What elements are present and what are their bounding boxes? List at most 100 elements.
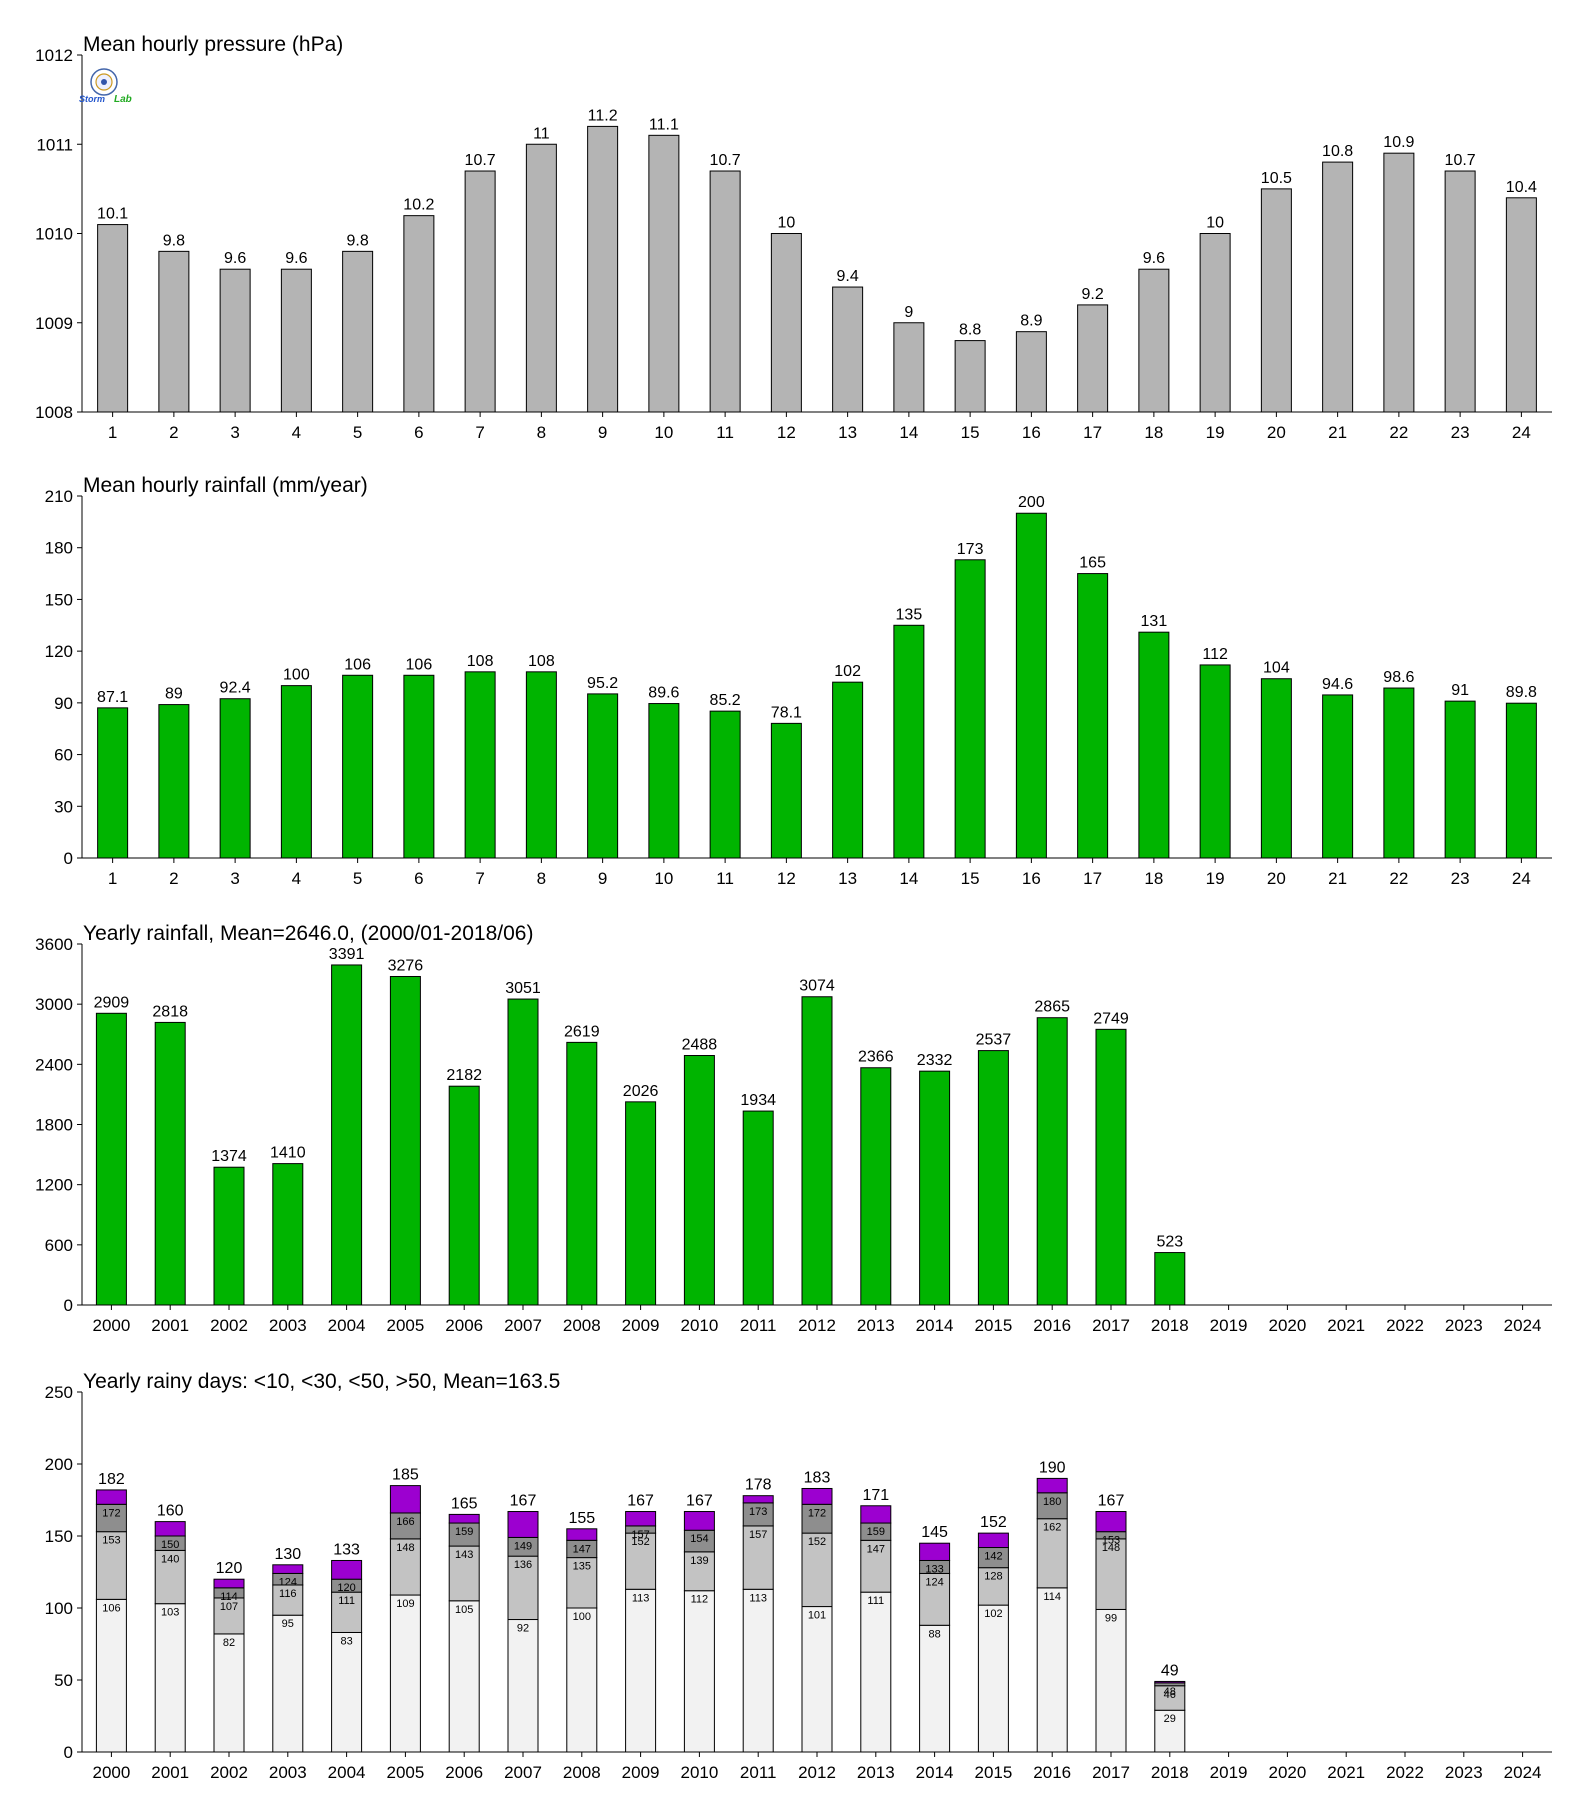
bar-segment-lt10 <box>919 1624 951 1753</box>
y-tick-label: 0 <box>64 849 73 868</box>
bar <box>507 998 539 1306</box>
bar-total-label: 120 <box>216 1560 243 1577</box>
x-tick-label: 8 <box>537 423 546 442</box>
bar <box>219 268 251 413</box>
segment-value-label: 142 <box>984 1551 1002 1563</box>
x-tick-label: 13 <box>838 869 857 888</box>
segment-value-label: 103 <box>161 1607 179 1619</box>
bar-value-label: 9.6 <box>1143 250 1165 267</box>
bar-segment-gt50 <box>742 1495 774 1504</box>
bar-segment-lt30 <box>919 1572 951 1626</box>
bar-segment-gt50 <box>801 1487 833 1505</box>
hourly-rainfall-chart: Mean hourly rainfall (mm/year)0306090120… <box>45 474 1552 888</box>
x-tick-label: 2002 <box>210 1316 248 1335</box>
x-tick-label: 19 <box>1206 869 1225 888</box>
bar-segment-lt10 <box>566 1607 598 1753</box>
segment-value-label: 106 <box>102 1602 120 1614</box>
bar-value-label: 2182 <box>446 1067 482 1084</box>
segment-value-label: 112 <box>691 1594 709 1606</box>
bar-total-label: 167 <box>510 1493 537 1510</box>
bar-segment-gt50 <box>331 1559 363 1580</box>
x-tick-label: 2008 <box>563 1316 601 1335</box>
bar-segment-gt50 <box>919 1542 951 1561</box>
y-tick-label: 1012 <box>35 46 73 65</box>
segment-value-label: 149 <box>514 1540 532 1552</box>
segment-value-label: 147 <box>867 1543 885 1555</box>
y-tick-label: 150 <box>45 1527 73 1546</box>
bar-segment-lt10 <box>977 1604 1009 1753</box>
y-tick-label: 150 <box>45 590 73 609</box>
bar-value-label: 10.1 <box>97 206 128 223</box>
bar-segment-lt30 <box>272 1584 304 1616</box>
bar-value-label: 10.5 <box>1261 170 1292 187</box>
bar <box>860 1067 892 1306</box>
y-tick-label: 100 <box>45 1599 73 1618</box>
bar-value-label: 112 <box>1202 646 1228 663</box>
bar-segment-lt10 <box>272 1614 304 1753</box>
x-tick-label: 24 <box>1512 869 1531 888</box>
bar <box>464 671 496 859</box>
bar-segment-lt30 <box>977 1567 1009 1606</box>
x-tick-label: 2011 <box>740 1763 777 1782</box>
bar <box>587 693 619 859</box>
bar-segment-gt50 <box>389 1485 421 1514</box>
bar-segment-gt50 <box>448 1513 480 1524</box>
bar-segment-lt50 <box>801 1503 833 1534</box>
bar-segment-lt30 <box>1154 1685 1186 1711</box>
x-tick-label: 20 <box>1267 423 1286 442</box>
bar <box>403 215 435 413</box>
bar-value-label: 106 <box>406 656 433 673</box>
bar <box>1015 512 1047 859</box>
bar-segment-lt10 <box>389 1594 421 1753</box>
x-tick-label: 16 <box>1022 423 1041 442</box>
bar <box>954 340 986 413</box>
bar-segment-gt50 <box>1095 1511 1127 1533</box>
bar-value-label: 9.2 <box>1082 286 1104 303</box>
x-tick-label: 9 <box>598 869 607 888</box>
x-tick-label: 6 <box>414 869 423 888</box>
x-tick-label: 3 <box>230 423 239 442</box>
bar <box>1077 573 1109 859</box>
bar-total-label: 167 <box>1098 1493 1125 1510</box>
segment-value-label: 148 <box>396 1542 414 1554</box>
bar <box>158 250 190 413</box>
x-tick-label: 2022 <box>1386 1316 1424 1335</box>
bar-value-label: 1934 <box>740 1092 776 1109</box>
bar-segment-gt50 <box>625 1511 657 1527</box>
bar-value-label: 108 <box>528 653 555 670</box>
yearly-rainfall-chart: Yearly rainfall, Mean=2646.0, (2000/01-2… <box>35 922 1552 1335</box>
segment-value-label: 150 <box>161 1539 179 1551</box>
segment-value-label: 157 <box>631 1529 649 1541</box>
x-tick-label: 4 <box>292 423 301 442</box>
bar-value-label: 106 <box>344 656 371 673</box>
segment-value-label: 133 <box>925 1563 943 1575</box>
bar <box>97 707 129 859</box>
bar-value-label: 10 <box>1206 215 1224 232</box>
bar-segment-lt30 <box>625 1532 657 1590</box>
bar-value-label: 135 <box>896 606 923 623</box>
bar <box>1383 687 1415 859</box>
segment-value-label: 166 <box>396 1516 414 1528</box>
x-tick-label: 18 <box>1144 869 1163 888</box>
bar <box>342 674 374 859</box>
x-tick-label: 11 <box>716 869 734 888</box>
bar-segment-gt50 <box>566 1528 598 1541</box>
bar-segment-lt10 <box>860 1591 892 1753</box>
x-tick-label: 2008 <box>563 1763 601 1782</box>
bar <box>832 681 864 859</box>
segment-value-label: 48 <box>1164 1686 1176 1698</box>
bar-segment-gt50 <box>213 1578 245 1589</box>
x-tick-label: 15 <box>961 423 980 442</box>
bar-value-label: 10.8 <box>1322 143 1353 160</box>
bar-segment-gt50 <box>272 1564 304 1574</box>
x-tick-label: 2013 <box>857 1316 895 1335</box>
y-tick-label: 30 <box>54 797 73 816</box>
segment-value-label: 124 <box>279 1576 297 1588</box>
bar-segment-lt10 <box>801 1606 833 1753</box>
x-tick-label: 2023 <box>1445 1316 1483 1335</box>
x-tick-label: 2009 <box>622 1316 660 1335</box>
segment-value-label: 153 <box>1102 1535 1120 1547</box>
bar-value-label: 10 <box>777 215 795 232</box>
x-tick-label: 2019 <box>1210 1763 1248 1782</box>
bar-value-label: 173 <box>957 541 984 558</box>
